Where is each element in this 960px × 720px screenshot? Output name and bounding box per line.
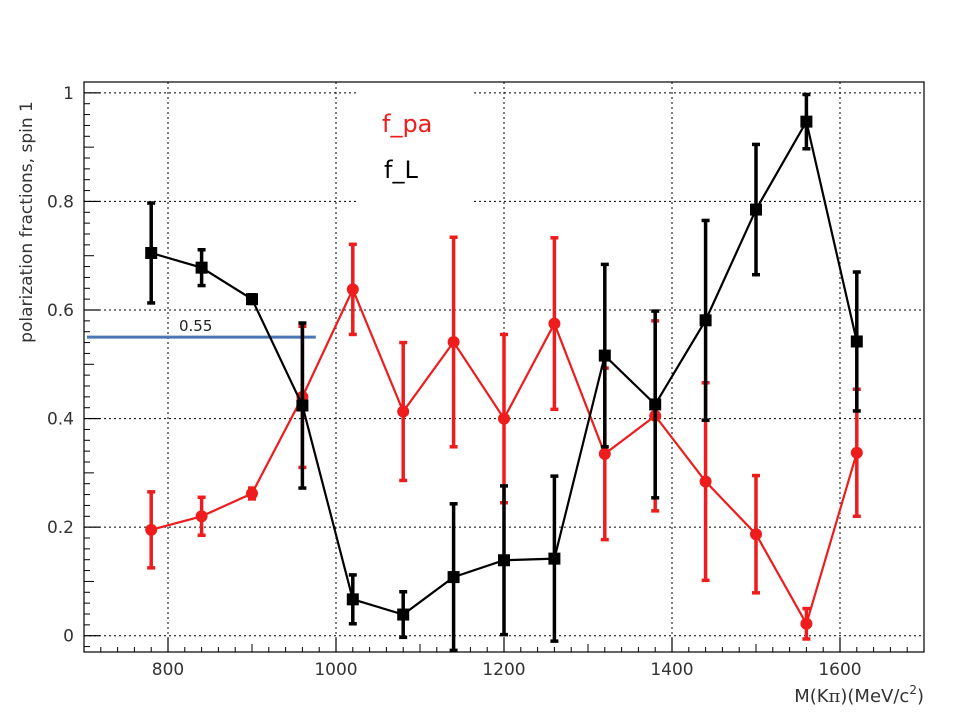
data-point	[145, 247, 158, 259]
data-point	[548, 552, 561, 565]
y-tick-label: 1	[63, 84, 74, 104]
legend-background	[357, 92, 474, 202]
y-tick-label: 0.4	[47, 410, 74, 430]
data-point	[598, 349, 611, 362]
data-point	[246, 487, 258, 500]
data-point	[246, 293, 258, 306]
x-axis-label-sup: 2	[909, 683, 917, 697]
data-point	[800, 115, 813, 128]
axis-ticks: 800 1000 1200 1400 1600 0 0.2 0.4 0.6 0.8 1	[47, 84, 925, 680]
data-point	[598, 447, 611, 460]
data-point	[346, 593, 359, 606]
data-series	[145, 92, 863, 653]
data-point	[195, 261, 208, 274]
x-axis-label-pi: π	[829, 686, 841, 707]
data-point	[145, 523, 158, 536]
legend: f_pa f_L	[357, 92, 474, 202]
y-axis-label: polarization fractions, spin 1	[17, 101, 37, 343]
x-tick-label: 1000	[314, 660, 357, 680]
legend-label-f-l: f_L	[384, 156, 418, 184]
y-tick-label: 0	[63, 627, 74, 647]
annotation-group: 0.55	[87, 317, 316, 339]
data-point	[498, 554, 510, 567]
data-point	[699, 475, 712, 488]
x-tick-label: 1200	[482, 660, 525, 680]
x-axis-label: M(Kπ)(MeV/c2)	[794, 683, 924, 707]
y-tick-label: 0.6	[47, 301, 74, 321]
data-point	[346, 283, 359, 296]
y-tick-label: 0.8	[47, 192, 74, 212]
data-point	[850, 335, 863, 348]
data-point	[296, 399, 309, 412]
data-point	[750, 203, 762, 216]
x-axis-label-units: )(MeV/c	[840, 686, 909, 707]
x-tick-label: 1600	[818, 660, 861, 680]
data-point	[800, 617, 813, 630]
data-point	[699, 314, 712, 327]
legend-label-f-pa: f_pa	[382, 110, 432, 138]
data-point	[397, 405, 410, 418]
data-point	[447, 336, 460, 349]
x-axis-label-close: )	[917, 686, 924, 707]
y-tick-label: 0.2	[47, 518, 74, 538]
data-point	[447, 571, 460, 584]
data-point	[750, 528, 762, 541]
data-point	[548, 317, 561, 330]
data-point	[649, 398, 662, 411]
data-point	[195, 510, 208, 523]
x-tick-label: 1400	[650, 660, 693, 680]
x-tick-label: 800	[152, 660, 184, 680]
data-point	[498, 412, 510, 425]
annotation-label: 0.55	[179, 317, 212, 335]
data-point	[397, 608, 410, 621]
x-axis-label-main: M(K	[794, 686, 830, 707]
series-f-l	[145, 92, 863, 653]
data-point	[850, 446, 863, 459]
